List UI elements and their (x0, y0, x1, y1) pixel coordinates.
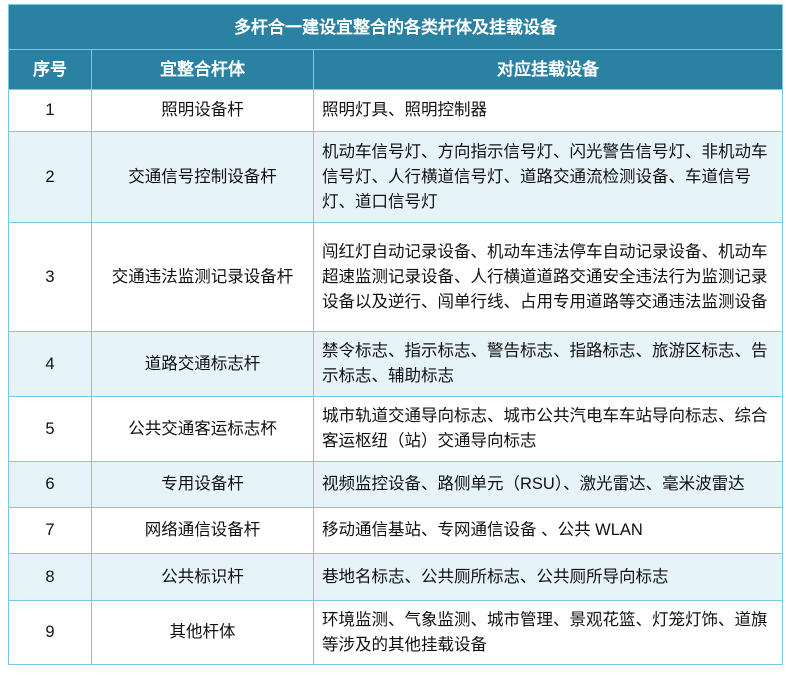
header-pole: 宜整合杆体 (91, 49, 314, 90)
table-row: 2 交通信号控制设备杆 机动车信号灯、方向指示信号灯、闪光警告信号灯、非机动车信号灯… (8, 131, 784, 223)
row-equipment: 机动车信号灯、方向指示信号灯、闪光警告信号灯、非机动车信号灯、人行横道信号灯、道… (312, 131, 784, 223)
row-pole: 公共交通客运标志杯 (91, 396, 314, 462)
table-row: 3 交通违法监测记录设备杆 闯红灯自动记录设备、机动车违法停车自动记录设备、机动车超… (8, 222, 784, 332)
row-pole: 其他杆体 (91, 600, 314, 665)
row-pole: 交通违法监测记录设备杆 (91, 222, 314, 332)
header-no: 序号 (8, 49, 92, 90)
header-equipment: 对应挂载设备 (312, 49, 784, 90)
pole-equipment-table: 多杆合一建设宜整合的各类杆体及挂载设备 序号 宜整合杆体 对应挂载设备 1 照明设… (7, 4, 784, 665)
table-row: 1 照明设备杆 照明灯具、照明控制器 (8, 89, 784, 132)
row-equipment: 闯红灯自动记录设备、机动车违法停车自动记录设备、机动车超速监测记录设备、人行横道… (312, 222, 784, 332)
table-row: 9 其他杆体 环境监测、气象监测、城市管理、景观花篮、灯笼灯饰、道旗等涉及的其他挂载… (8, 600, 784, 665)
row-no: 3 (8, 222, 92, 332)
row-pole: 交通信号控制设备杆 (91, 131, 314, 223)
row-no: 6 (8, 461, 92, 508)
row-pole: 专用设备杆 (91, 461, 314, 508)
row-equipment: 视频监控设备、路侧单元（RSU）、激光雷达、毫米波雷达 (312, 461, 784, 508)
table-row: 6 专用设备杆 视频监控设备、路侧单元（RSU）、激光雷达、毫米波雷达 (8, 461, 784, 508)
row-no: 1 (8, 89, 92, 132)
row-pole: 照明设备杆 (91, 89, 314, 132)
row-equipment: 照明灯具、照明控制器 (312, 89, 784, 132)
table-title: 多杆合一建设宜整合的各类杆体及挂载设备 (7, 4, 784, 50)
table-row: 4 道路交通标志杆 禁令标志、指示标志、警告标志、指路标志、旅游区标志、告示标志、辅… (8, 331, 784, 397)
row-equipment: 移动通信基站、专网通信设备 、公共 WLAN (312, 507, 784, 554)
row-no: 5 (8, 396, 92, 462)
row-no: 7 (8, 507, 92, 554)
row-pole: 网络通信设备杆 (91, 507, 314, 554)
row-no: 8 (8, 553, 92, 601)
row-equipment: 城市轨道交通导向标志、城市公共汽电车车站导向标志、综合客运枢纽（站）交通导向标志 (312, 396, 784, 462)
row-pole: 道路交通标志杆 (91, 331, 314, 397)
row-equipment: 禁令标志、指示标志、警告标志、指路标志、旅游区标志、告示标志、辅助标志 (312, 331, 784, 397)
row-no: 9 (8, 600, 92, 665)
row-pole: 公共标识杆 (91, 553, 314, 601)
row-equipment: 巷地名标志、公共厕所标志、公共厕所导向标志 (312, 553, 784, 601)
table-row: 5 公共交通客运标志杯 城市轨道交通导向标志、城市公共汽电车车站导向标志、综合客运枢… (8, 396, 784, 462)
row-equipment: 环境监测、气象监测、城市管理、景观花篮、灯笼灯饰、道旗等涉及的其他挂载设备 (312, 600, 784, 665)
row-no: 4 (8, 331, 92, 397)
table-row: 8 公共标识杆 巷地名标志、公共厕所标志、公共厕所导向标志 (8, 553, 784, 601)
table-row: 7 网络通信设备杆 移动通信基站、专网通信设备 、公共 WLAN (8, 507, 784, 554)
row-no: 2 (8, 131, 92, 223)
